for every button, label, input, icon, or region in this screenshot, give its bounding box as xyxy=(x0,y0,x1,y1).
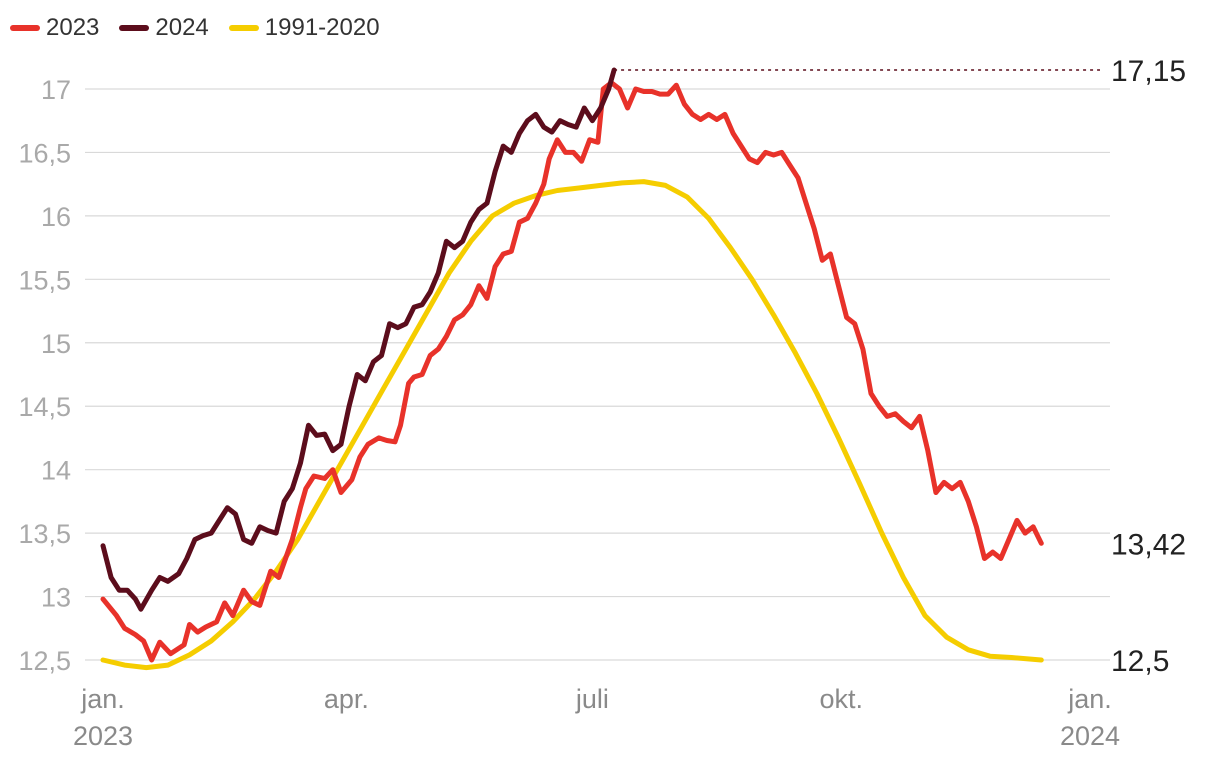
legend-label-2023: 2023 xyxy=(46,14,100,41)
y-tick-label: 15,5 xyxy=(18,265,71,295)
legend-swatch-2023 xyxy=(10,25,40,31)
end-label-1991-2020: 12,5 xyxy=(1111,645,1169,678)
legend: 2023 2024 1991-2020 xyxy=(10,14,380,42)
y-tick-label: 13,5 xyxy=(18,519,71,549)
series-lines xyxy=(100,67,1044,671)
legend-swatch-1991-2020 xyxy=(228,25,259,31)
x-tick-label: jan. xyxy=(80,684,125,714)
series-line-2024 xyxy=(100,67,617,612)
gridlines xyxy=(85,88,1110,661)
annotations: 17,15 13,42 12,5 xyxy=(614,55,1186,678)
y-axis-ticks: 12,5 13 13,5 14 14,5 15 15,5 16 16,5 17 xyxy=(18,75,71,676)
y-tick-label: 16 xyxy=(41,202,71,232)
series-line-1991-2020 xyxy=(100,179,1044,671)
x-tick-sublabel: 2024 xyxy=(1060,721,1120,751)
legend-item-2023: 2023 xyxy=(10,14,99,42)
legend-swatch-2024 xyxy=(119,25,150,31)
end-label-2024: 17,15 xyxy=(1111,55,1186,88)
y-tick-label: 16,5 xyxy=(18,138,71,168)
legend-label-2024: 2024 xyxy=(155,14,209,41)
y-tick-label: 14 xyxy=(41,456,71,486)
legend-item-1991-2020: 1991-2020 xyxy=(228,14,380,42)
x-tick-label: jan. xyxy=(1067,684,1112,714)
series-line-2023 xyxy=(100,80,1044,663)
end-label-2023: 13,42 xyxy=(1111,528,1186,561)
y-tick-label: 13 xyxy=(41,583,71,613)
x-axis-ticks: jan. 2023 apr. juli okt. jan. 2024 xyxy=(73,684,1120,751)
legend-label-1991-2020: 1991-2020 xyxy=(264,14,380,41)
legend-item-2024: 2024 xyxy=(119,14,209,42)
y-tick-label: 15 xyxy=(41,329,71,359)
x-tick-label: juli xyxy=(575,684,609,714)
x-tick-sublabel: 2023 xyxy=(73,721,133,751)
y-tick-label: 12,5 xyxy=(18,646,71,676)
y-tick-label: 14,5 xyxy=(18,392,71,422)
x-tick-label: okt. xyxy=(819,684,863,714)
x-tick-label: apr. xyxy=(324,684,369,714)
y-tick-label: 17 xyxy=(41,75,71,105)
